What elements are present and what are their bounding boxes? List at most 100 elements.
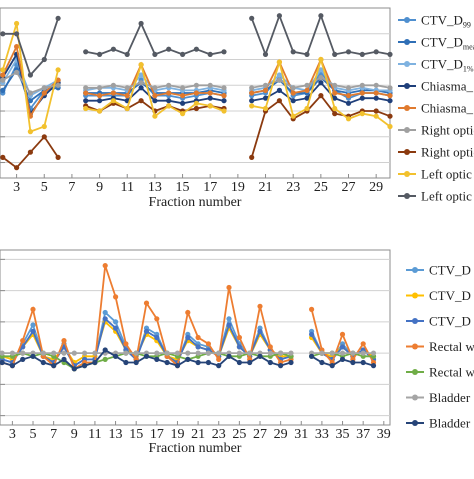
series-6-point: [288, 350, 294, 356]
x-tick-label: 25: [314, 180, 328, 195]
series-7-point: [195, 359, 201, 366]
panel-1: 3 5 7 9 11 13 15 17 19 21 23 25 27 29 Fraction number C…: [0, 7, 474, 210]
x-tick-label: 39: [377, 427, 391, 442]
series-7-point: [288, 359, 294, 366]
series-6-point: [267, 350, 273, 356]
legend-swatch-marker: [412, 369, 418, 375]
series-4-point: [249, 98, 255, 104]
x-tick-label: 21: [191, 427, 205, 442]
series-4-point: [207, 95, 213, 101]
series-3-point: [30, 328, 36, 334]
series-9-point: [152, 51, 158, 58]
legend-swatch-marker: [404, 105, 410, 111]
x-tick-label: 7: [68, 180, 75, 195]
x-tick-label: 21: [259, 180, 273, 195]
series-5-point: [110, 90, 116, 96]
series-7-point: [123, 359, 129, 366]
series-7-point: [249, 154, 255, 160]
series-9-point: [276, 13, 282, 19]
series-5-point: [152, 93, 158, 99]
legend-label-subscript: mean: [463, 43, 474, 52]
series-7-point: [113, 353, 119, 359]
series-6-point: [166, 82, 172, 88]
series-6-point: [249, 85, 255, 91]
series-7-point: [82, 363, 88, 369]
series-7-point: [329, 363, 335, 369]
series-9-point: [97, 51, 103, 58]
series-3-point: [113, 325, 119, 331]
legend-label: CTV_D: [429, 288, 471, 303]
series-6-point: [41, 85, 47, 91]
series-3-point: [309, 331, 315, 337]
series-6-point: [195, 350, 201, 356]
legend-swatch-marker: [404, 83, 410, 89]
series-8-point: [304, 105, 310, 112]
series-8-point: [14, 20, 20, 27]
series-9-point: [345, 49, 352, 55]
series-7-point: [387, 113, 393, 119]
series-6-point: [304, 82, 310, 88]
series-9-point: [41, 56, 47, 63]
series-3-point: [236, 344, 242, 350]
series-4-point: [138, 85, 144, 91]
series-4-point: [290, 98, 296, 104]
series-7-point: [51, 363, 57, 369]
series-4-point: [360, 341, 366, 347]
legend-label-subscript: 99: [463, 21, 471, 30]
series-4-point: [152, 98, 158, 104]
series-7-point: [41, 134, 47, 140]
series-4-point: [97, 98, 103, 104]
series-4-point: [113, 294, 119, 300]
series-7-point: [102, 347, 108, 353]
x-tick-label: 17: [203, 180, 217, 195]
series-8-point: [262, 105, 269, 112]
series-8-point: [83, 105, 89, 112]
series-8-point: [41, 123, 47, 130]
series-5-point: [102, 356, 108, 362]
legend-label: Bladder: [429, 390, 471, 405]
legend-label: Right optic: [421, 145, 474, 160]
series-6-point: [55, 82, 61, 88]
series-1-point: [113, 319, 119, 325]
series-7-point: [9, 363, 15, 369]
series-8-point: [359, 111, 365, 117]
series-6-point: [83, 85, 89, 91]
series-4-point: [304, 95, 310, 101]
series-5-point: [0, 72, 6, 78]
series-4-point: [262, 95, 269, 101]
series-8-point: [290, 113, 296, 119]
x-tick-label: 27: [342, 180, 356, 195]
series-6-point: [290, 85, 296, 91]
legend-label: Bladder: [429, 416, 471, 431]
series-6-point: [236, 350, 242, 356]
series-9-point: [166, 46, 172, 52]
series-5-point: [373, 90, 379, 96]
series-9-point: [290, 49, 296, 55]
series-layer: [0, 13, 393, 171]
series-6-point: [82, 350, 88, 356]
series-4-point: [332, 95, 338, 101]
series-8-point: [221, 108, 227, 114]
series-7-point: [143, 353, 150, 359]
series-7-point: [133, 359, 139, 366]
series-3-point: [226, 322, 232, 328]
series-5-point: [83, 90, 89, 96]
series-4-point: [359, 95, 365, 101]
series-8-point: [152, 113, 158, 119]
series-7-point: [20, 356, 26, 362]
series-5-point: [193, 90, 199, 96]
series-8-point: [180, 111, 186, 117]
series-6-point: [318, 74, 324, 81]
series-7-point: [339, 356, 346, 362]
series-7-point: [319, 359, 325, 366]
panel-2: 3 5 7 9 11 13 15 17 19 21 23 25 27 29 31 33 35 37 39Fracti…: [0, 249, 474, 456]
series-7-point: [276, 98, 282, 104]
series-6-point: [350, 350, 356, 356]
series-3-point: [102, 316, 108, 322]
series-6-point: [373, 82, 379, 88]
series-3-point: [143, 328, 150, 334]
series-3-point: [195, 344, 201, 350]
series-9-point: [373, 49, 379, 55]
series-5-point: [14, 44, 20, 50]
